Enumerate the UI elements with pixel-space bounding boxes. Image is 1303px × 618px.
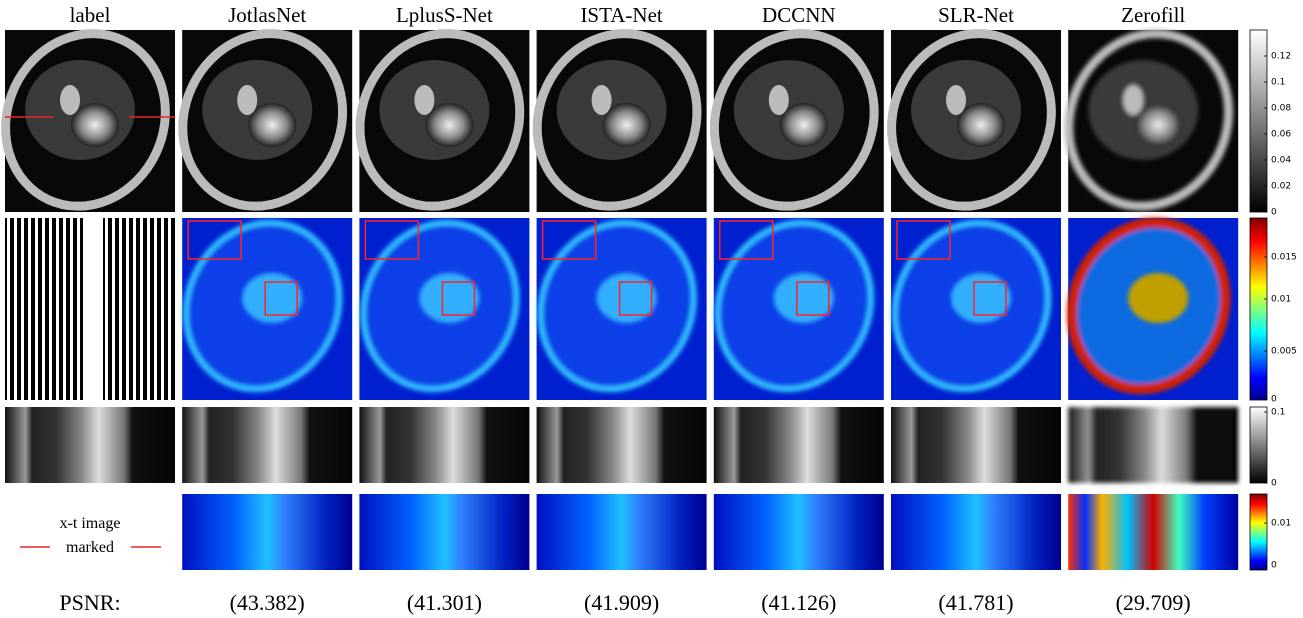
image (887, 29, 1056, 211)
psnr-label: PSNR: (59, 590, 120, 615)
colorbar-tick-label: 0.02 (1271, 182, 1291, 192)
anatomy (425, 103, 474, 147)
anatomy (946, 85, 966, 115)
anatomy (71, 103, 119, 147)
psnr-value: (41.126) (761, 590, 836, 615)
anatomy (709, 29, 879, 211)
psnr-value: (41.781) (938, 590, 1013, 615)
image (532, 29, 702, 211)
anatomy (532, 29, 702, 211)
roi-box (441, 281, 476, 316)
psnr-value: (41.301) (407, 590, 482, 615)
image (355, 29, 525, 211)
colorbar (1249, 217, 1268, 401)
xt-error (359, 494, 530, 570)
annotation: x-t image (60, 515, 121, 532)
xt-image (359, 407, 530, 483)
column-header: LplusS-Net (396, 3, 493, 27)
anatomy (1064, 29, 1234, 211)
colorbar-tick-label: 0.01 (1271, 295, 1291, 305)
colorbar-tick-label: 0.1 (1271, 408, 1285, 418)
colorbar-tick-label: 0.06 (1271, 130, 1291, 140)
anatomy (355, 29, 525, 211)
roi-box (541, 220, 597, 260)
error (951, 273, 1011, 323)
anatomy (178, 29, 348, 211)
image (1, 29, 170, 211)
colorbar-tick-label: 0.015 (1271, 253, 1297, 263)
xt-image (182, 407, 353, 483)
roi-box (796, 281, 830, 316)
anatomy (591, 85, 612, 115)
colorbar-tick-label: 0.04 (1271, 156, 1291, 166)
roi-box (187, 220, 242, 260)
xt-image (5, 407, 175, 483)
error (773, 273, 834, 323)
anatomy (1, 29, 170, 211)
colorbar-tick-label: 0 (1271, 561, 1277, 571)
roi-box (719, 220, 774, 260)
roi-box (896, 220, 951, 260)
anatomy (768, 85, 789, 115)
annotation: marked (66, 539, 114, 556)
anatomy (1134, 103, 1183, 147)
anatomy (248, 103, 297, 147)
anatomy (60, 85, 80, 115)
roi-box (364, 220, 420, 260)
error (419, 273, 480, 323)
anatomy (957, 103, 1005, 147)
xt-error (182, 494, 353, 570)
anatomy (237, 85, 258, 115)
xt-error (1068, 494, 1239, 570)
colorbar-tick-label: 0 (1271, 479, 1277, 489)
colorbar (1249, 493, 1268, 571)
column-header: Zerofill (1121, 3, 1185, 27)
image (178, 29, 348, 211)
anatomy (887, 29, 1056, 211)
roi-box (618, 281, 653, 316)
xt-error (891, 494, 1061, 570)
anatomy (1123, 85, 1144, 115)
column-header: JotlasNet (228, 3, 306, 27)
column-header: SLR-Net (938, 3, 1014, 27)
colorbar-tick-label: 0.1 (1271, 78, 1285, 88)
colorbar-tick-label: 0.12 (1271, 52, 1291, 62)
xt-image (1068, 407, 1239, 483)
colorbar-tick-label: 0 (1271, 395, 1277, 405)
colorbar-tick-label: 0.01 (1271, 519, 1291, 529)
psnr-value: (41.909) (584, 590, 659, 615)
xt-error (536, 494, 707, 570)
colorbar-tick-label: 0.005 (1271, 347, 1297, 357)
anatomy (602, 103, 651, 147)
psnr-value: (43.382) (230, 590, 305, 615)
colorbar-tick-label: 0 (1271, 208, 1277, 218)
roi-box (973, 281, 1007, 316)
column-header: label (70, 3, 111, 27)
error (242, 273, 303, 323)
image (709, 29, 879, 211)
roi-box (264, 281, 298, 316)
colorbar (1249, 406, 1268, 484)
colorbar (1249, 29, 1268, 213)
image (1064, 29, 1234, 211)
xt-image (891, 407, 1061, 483)
colorbar-tick-label: 0.08 (1271, 104, 1291, 114)
xt-error (713, 494, 884, 570)
xt-image (713, 407, 884, 483)
anatomy (779, 103, 828, 147)
psnr-value: (29.709) (1116, 590, 1191, 615)
column-header: ISTA-Net (580, 3, 662, 27)
xt-image (536, 407, 707, 483)
sampling-center (83, 218, 103, 400)
column-header: DCCNN (762, 3, 836, 27)
error (1128, 273, 1189, 323)
error (596, 273, 657, 323)
anatomy (414, 85, 435, 115)
